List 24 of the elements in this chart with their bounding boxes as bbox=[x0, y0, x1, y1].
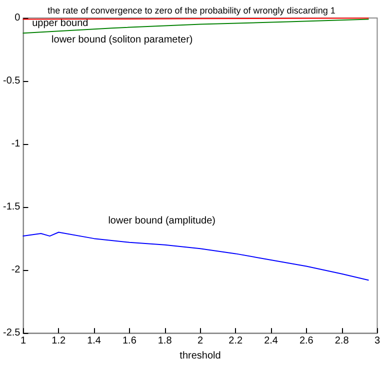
x-tick-label: 1 bbox=[20, 336, 26, 347]
x-tick-label: 1.4 bbox=[87, 336, 102, 347]
x-tick-label: 2.4 bbox=[264, 336, 278, 347]
annotation: lower bound (soliton parameter) bbox=[52, 34, 193, 46]
y-tick-label: -1.5 bbox=[2, 202, 21, 213]
y-tick-label: -2.5 bbox=[2, 328, 21, 339]
line-series bbox=[22, 18, 369, 34]
x-tick-label: 1.2 bbox=[52, 336, 66, 347]
x-tick-label: 1.8 bbox=[158, 336, 172, 347]
y-tick-label: -1 bbox=[11, 138, 21, 150]
x-axis-title: threshold bbox=[180, 350, 221, 362]
x-tick-label: 1.6 bbox=[122, 336, 137, 347]
x-tick-label: 2 bbox=[197, 336, 204, 347]
x-tick-label: 2.6 bbox=[299, 336, 314, 347]
y-tick-label: 0 bbox=[14, 12, 21, 24]
x-tick-label: 2.2 bbox=[228, 336, 244, 347]
y-tick-label: -0.5 bbox=[2, 76, 21, 87]
y-tick-label: -2 bbox=[11, 264, 21, 276]
annotation: lower bound (amplitude) bbox=[108, 216, 216, 227]
chart-title: the rate of convergence to zero of the probability of wrongly discarding 1 bbox=[48, 6, 336, 16]
line-series bbox=[22, 232, 369, 281]
x-tick-label: 3 bbox=[374, 336, 380, 347]
annotation: upper bound bbox=[32, 18, 88, 30]
x-tick-label: 2.8 bbox=[334, 336, 350, 347]
